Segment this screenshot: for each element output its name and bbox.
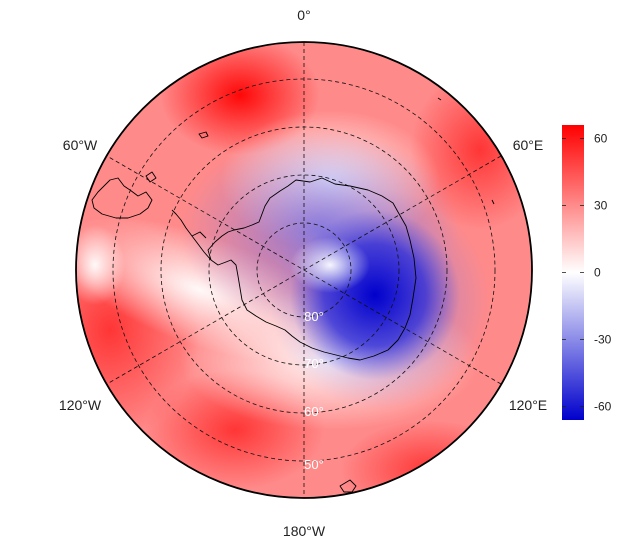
colorbar-tick-label-2: 0 xyxy=(594,266,601,280)
south-georgia xyxy=(198,131,209,139)
colorbar-tick-label-3: -30 xyxy=(594,333,612,347)
coastlines xyxy=(91,97,495,493)
lon-label-0: 0° xyxy=(297,7,310,23)
colorbar-tick-label-4: -60 xyxy=(594,400,612,414)
colorbar-tick-label-1: 30 xyxy=(594,198,608,212)
colorbar: 60 30 0 -30 -60 xyxy=(562,125,612,420)
lat-label-80: 80° xyxy=(304,309,324,324)
lon-label-180w: 180°W xyxy=(283,523,326,539)
data-field xyxy=(76,42,532,498)
lon-label-60w: 60°W xyxy=(63,137,98,153)
colorbar-ticks: 60 30 0 -30 -60 xyxy=(562,131,612,414)
antarctic-peninsula xyxy=(171,209,212,261)
lon-label-120w: 120°W xyxy=(59,397,102,413)
lat-label-50: 50° xyxy=(304,457,324,472)
lat-label-60: 60° xyxy=(304,404,324,419)
meridian-120e-60w xyxy=(106,155,502,385)
new-zealand-tip xyxy=(339,479,357,493)
colorbar-tick-label-0: 60 xyxy=(594,131,608,145)
south-america-tip xyxy=(91,177,153,219)
lon-label-60e: 60°E xyxy=(513,137,544,153)
islands-east xyxy=(437,97,495,205)
antarctica-coastline xyxy=(207,177,417,361)
longitude-labels: 0° 60°E 120°E 180°W 120°W 60°W xyxy=(59,7,547,539)
falkland-islands xyxy=(145,171,157,183)
map-boundary xyxy=(75,41,533,499)
latitude-labels: 80° 70° 60° 50° xyxy=(304,309,324,472)
lat-label-70: 70° xyxy=(304,356,324,371)
colorbar-gradient xyxy=(562,125,584,420)
gridlines xyxy=(106,42,502,498)
lon-label-120e: 120°E xyxy=(509,397,547,413)
